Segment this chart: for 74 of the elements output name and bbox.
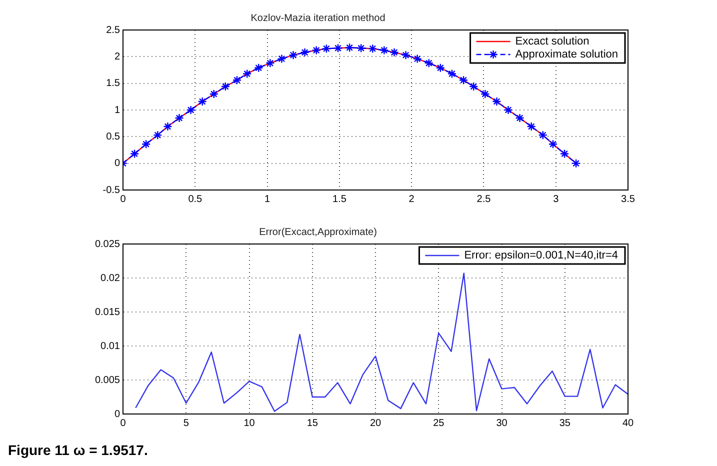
caption: Figure 11 ω = 1.9517. <box>8 442 149 458</box>
point <box>401 50 410 60</box>
point <box>548 140 558 149</box>
point <box>322 44 332 54</box>
x-tick-label: 25 <box>433 418 445 429</box>
point <box>130 149 140 158</box>
y-tick-label: 0.005 <box>94 374 120 386</box>
point <box>163 122 172 132</box>
x-tick-label: 3 <box>553 194 560 205</box>
point <box>153 130 162 140</box>
point <box>390 48 399 57</box>
point <box>356 44 366 53</box>
chart-title: Kozlov-Mazia iteration method <box>250 12 386 24</box>
point <box>469 82 478 92</box>
point <box>480 89 490 99</box>
point <box>312 46 321 55</box>
legend-label: Approximate solution <box>515 48 618 61</box>
x-tick-label: 1.5 <box>332 194 347 205</box>
y-tick-label: 0.025 <box>94 238 120 250</box>
x-tick-label: 2.5 <box>476 194 492 205</box>
point <box>254 63 264 72</box>
point <box>526 122 536 132</box>
point <box>436 63 446 72</box>
point <box>186 105 196 115</box>
point <box>288 50 298 60</box>
y-tick-label: 0.015 <box>94 306 120 318</box>
point <box>458 76 468 85</box>
point <box>344 43 354 52</box>
point <box>277 54 286 64</box>
y-tick-label: 0.01 <box>100 340 120 352</box>
x-tick-label: 40 <box>622 418 634 429</box>
x-tick-label: 5 <box>183 418 190 429</box>
point <box>368 44 378 54</box>
point <box>447 69 457 78</box>
y-tick-label: 1.5 <box>106 78 120 90</box>
point <box>515 113 524 123</box>
point <box>380 46 389 55</box>
point <box>141 140 151 149</box>
x-tick-label: 2 <box>408 194 415 205</box>
point <box>232 76 242 85</box>
y-tick-label: 0.5 <box>106 131 120 142</box>
y-tick-label: 2.5 <box>106 24 120 36</box>
y-tick-label: 0 <box>114 158 120 170</box>
point <box>504 105 513 115</box>
point <box>571 158 581 168</box>
x-tick-label: 20 <box>370 418 382 429</box>
x-tick-label: 30 <box>496 418 508 429</box>
x-tick-label: 0.5 <box>188 194 203 205</box>
point <box>198 96 207 106</box>
legend-label: Excact solution <box>515 36 590 48</box>
point <box>492 96 502 106</box>
point <box>242 69 252 78</box>
y-tick-label: 0.02 <box>100 272 120 284</box>
point <box>266 58 275 68</box>
chart-title: Error(Excact,Approximate) <box>259 226 377 238</box>
legend-label: Error: epsilon=0.001,N=40,itr=4 <box>464 250 618 262</box>
point <box>174 113 184 123</box>
point <box>300 48 310 57</box>
point <box>209 89 218 99</box>
x-tick-label: 35 <box>559 418 571 429</box>
point <box>412 54 422 64</box>
point <box>538 130 548 140</box>
point <box>424 58 434 68</box>
y-tick-label: 2 <box>114 51 120 62</box>
y-tick-label: 1 <box>114 104 120 116</box>
point <box>560 149 570 158</box>
x-tick-label: 1 <box>264 194 271 205</box>
x-tick-label: 3.5 <box>621 194 636 205</box>
y-tick-label: 0 <box>114 408 120 420</box>
y-tick-label: -0.5 <box>102 184 120 196</box>
x-tick-label: 15 <box>306 418 318 429</box>
x-tick-label: 10 <box>244 418 256 429</box>
point <box>333 44 343 53</box>
point <box>220 82 230 92</box>
